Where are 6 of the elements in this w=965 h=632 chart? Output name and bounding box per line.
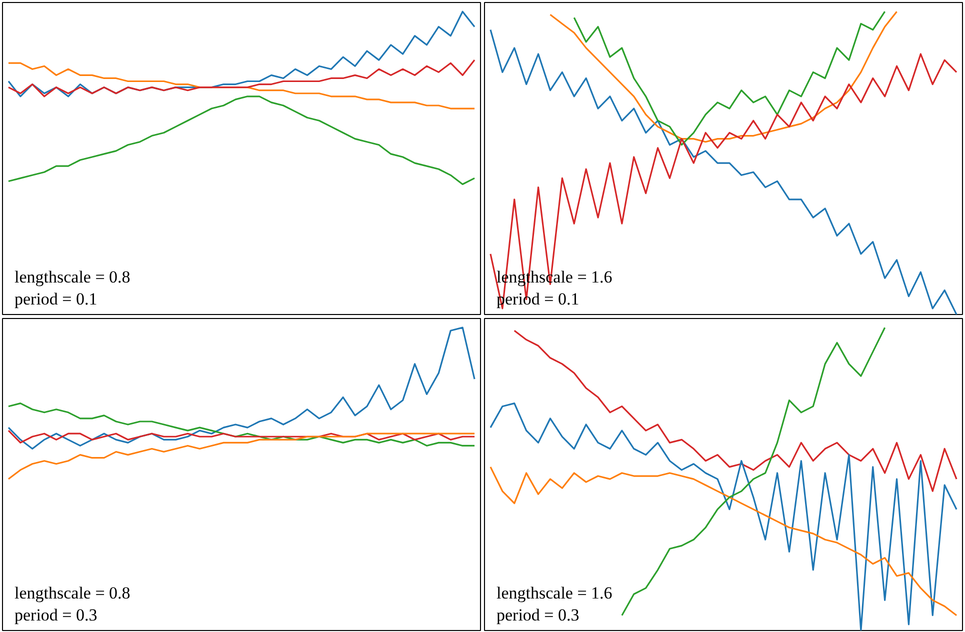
annotation: period = 0.3 <box>14 606 98 624</box>
annotation: lengthscale = 0.8 <box>14 268 130 286</box>
annotation: period = 0.1 <box>14 290 98 308</box>
annotation: lengthscale = 0.8 <box>14 584 130 602</box>
annotation: period = 0.3 <box>496 606 580 624</box>
annotation: lengthscale = 1.6 <box>496 584 612 602</box>
